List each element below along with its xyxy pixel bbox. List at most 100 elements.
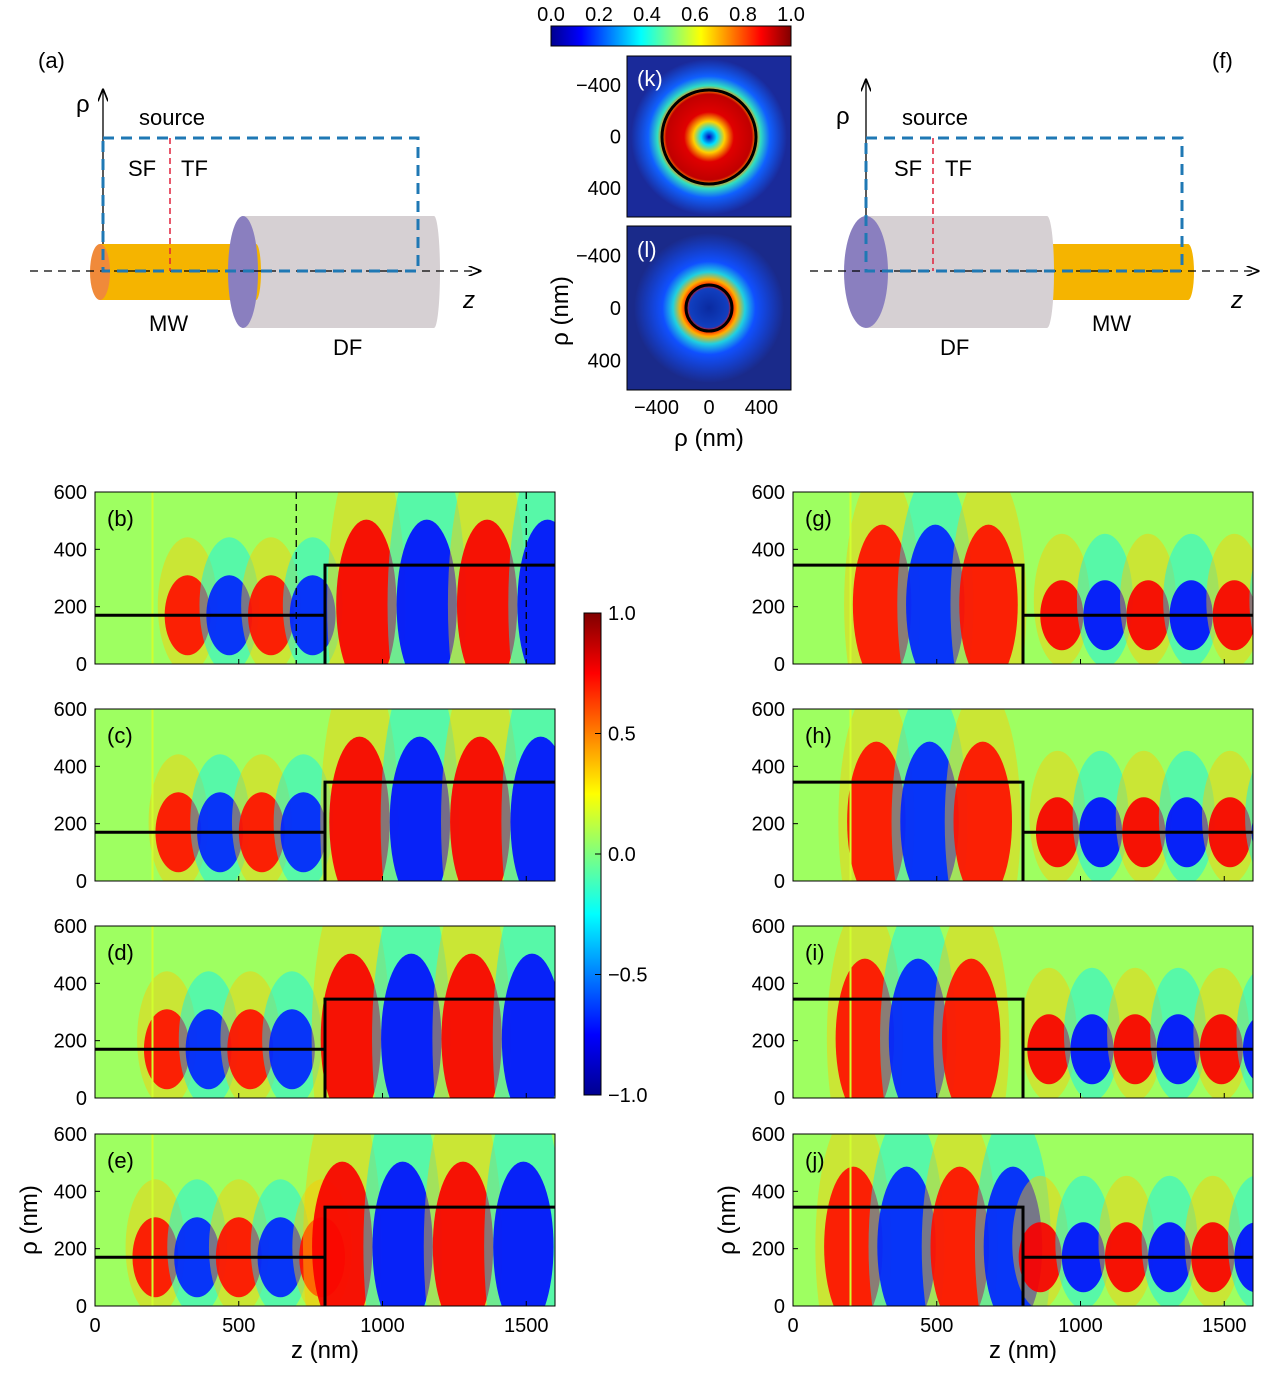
y-tick-label: 400 — [54, 756, 87, 778]
df-label: DF — [940, 335, 969, 360]
panel-frame — [792, 708, 1254, 882]
field-lobe — [456, 519, 518, 664]
field-lobe — [441, 953, 502, 1098]
cross-section-ylabel: ρ (nm) — [547, 276, 574, 346]
field-lobe — [1256, 580, 1264, 650]
interface-boundary — [793, 1205, 1253, 1259]
mw-label: MW — [149, 311, 188, 336]
y-tick-label: 400 — [752, 973, 785, 995]
y-tick-label: 400 — [54, 973, 87, 995]
field-intensity-ring — [634, 233, 784, 383]
y-tick-label: 600 — [752, 916, 785, 938]
source-label: source — [902, 105, 968, 130]
interface-boundary — [793, 780, 1253, 834]
df-cylinder-end — [428, 216, 440, 328]
cross-section-x-tick-label: −400 — [634, 397, 679, 419]
y-tick-label: 400 — [752, 756, 785, 778]
df-label: DF — [333, 335, 362, 360]
rho-axis-label: ρ — [836, 103, 850, 130]
panel-frame — [792, 1133, 1254, 1307]
field-lobes — [137, 926, 555, 1098]
field-lobe — [493, 1161, 554, 1306]
y-tick-label: 0 — [774, 654, 785, 676]
colorbar-middle-tick-label: −0.5 — [608, 965, 647, 987]
y-tick-label: 0 — [76, 871, 87, 893]
field-lobe — [432, 1161, 494, 1306]
mw-label: MW — [1092, 311, 1131, 336]
cross-section-y-tick-label: −400 — [576, 75, 621, 97]
mw-cylinder-end — [1182, 244, 1194, 300]
sf-label: SF — [894, 156, 922, 181]
interface-boundary — [95, 997, 555, 1051]
panel-label-a: (a) — [38, 48, 65, 73]
panel-label: (g) — [805, 506, 832, 531]
heatmap-panel: (h) 0 200 400 600 — [752, 699, 1254, 893]
colorbar-top-tick-label: 0.8 — [729, 4, 757, 26]
field-lobe — [336, 519, 397, 664]
field-lobe — [450, 736, 511, 881]
field-lobe — [852, 524, 912, 664]
colorbar-top-gradient — [550, 25, 792, 47]
interface-boundary — [793, 997, 1253, 1051]
field-panels: (b)0200400600(c)0200400600(d)0200400600(… — [16, 482, 1264, 1364]
field-lobes — [148, 709, 555, 881]
panel-label: (h) — [805, 723, 832, 748]
field-lobe — [510, 736, 555, 881]
panel-label: (e) — [107, 1148, 134, 1173]
y-tick-label: 0 — [76, 1296, 87, 1318]
interface-boundary — [95, 563, 555, 617]
mw-cylinder-cap — [90, 244, 110, 300]
panel-frame — [792, 925, 1254, 1099]
z-axis-label: z — [1230, 287, 1243, 314]
colorbar-top: 0.0 0.2 0.4 0.6 0.8 1.0 — [537, 4, 805, 47]
panel-label-k: (k) — [637, 66, 663, 91]
field-lobe — [959, 524, 1018, 664]
panel-label: (b) — [107, 506, 134, 531]
y-axis-label: ρ (nm) — [16, 1185, 43, 1255]
colorbar-top-tick-label: 1.0 — [777, 4, 805, 26]
panel-label: (j) — [805, 1148, 825, 1173]
panel-frame — [94, 925, 556, 1099]
cross-section-y-tick-label: 400 — [588, 178, 621, 200]
heatmap-panel: (g) 0 200 400 600 — [752, 482, 1264, 676]
field-lobes — [838, 709, 1253, 881]
y-tick-label: 200 — [752, 1031, 785, 1053]
x-tick-label: 0 — [89, 1315, 100, 1337]
colorbar-middle-tick-label: 0.5 — [608, 724, 636, 746]
field-lobes — [815, 1134, 1253, 1306]
tf-label: TF — [945, 156, 972, 181]
x-tick-label: 0 — [787, 1315, 798, 1337]
y-tick-label: 200 — [752, 814, 785, 836]
sf-label: SF — [128, 156, 156, 181]
field-lobes — [157, 492, 555, 664]
field-lobe — [501, 953, 555, 1098]
y-tick-label: 0 — [774, 1088, 785, 1110]
cross-section-x-tick-label: 400 — [745, 397, 778, 419]
cross-section-y-tick-label: 0 — [610, 298, 621, 320]
heatmap-panel: (d) 0 200 400 600 — [54, 916, 556, 1110]
cross-section-x-tick-label: 0 — [703, 397, 714, 419]
panel-frame — [94, 491, 556, 665]
field-lobes — [826, 926, 1253, 1098]
schematic-left: (a) ρ z source SF TF MW DF — [30, 48, 480, 360]
y-tick-label: 400 — [752, 1181, 785, 1203]
colorbar-top-tick-label: 0.6 — [681, 4, 709, 26]
x-tick-label: 1500 — [504, 1315, 549, 1337]
field-lobe — [930, 1166, 989, 1306]
field-lobes — [844, 492, 1264, 664]
y-tick-label: 200 — [54, 1239, 87, 1261]
field-lobe — [389, 736, 451, 881]
y-tick-label: 600 — [752, 1124, 785, 1146]
y-tick-label: 600 — [752, 482, 785, 504]
interface-boundary — [95, 780, 555, 834]
field-lobe — [320, 953, 382, 1098]
panel-label: (d) — [107, 940, 134, 965]
field-lobe — [824, 1166, 883, 1306]
y-tick-label: 0 — [774, 871, 785, 893]
panel-label-f: (f) — [1212, 48, 1233, 73]
y-tick-label: 600 — [54, 699, 87, 721]
heatmap-panel: (c) 0 200 400 600 — [54, 699, 556, 893]
heatmap-panel: (e) 0 200 400 600 0 500 1000 1500 z (nm) ρ (nm) — [16, 1124, 556, 1364]
x-tick-label: 500 — [222, 1315, 255, 1337]
heatmap-panel: (i) 0 200 400 600 — [752, 916, 1254, 1110]
